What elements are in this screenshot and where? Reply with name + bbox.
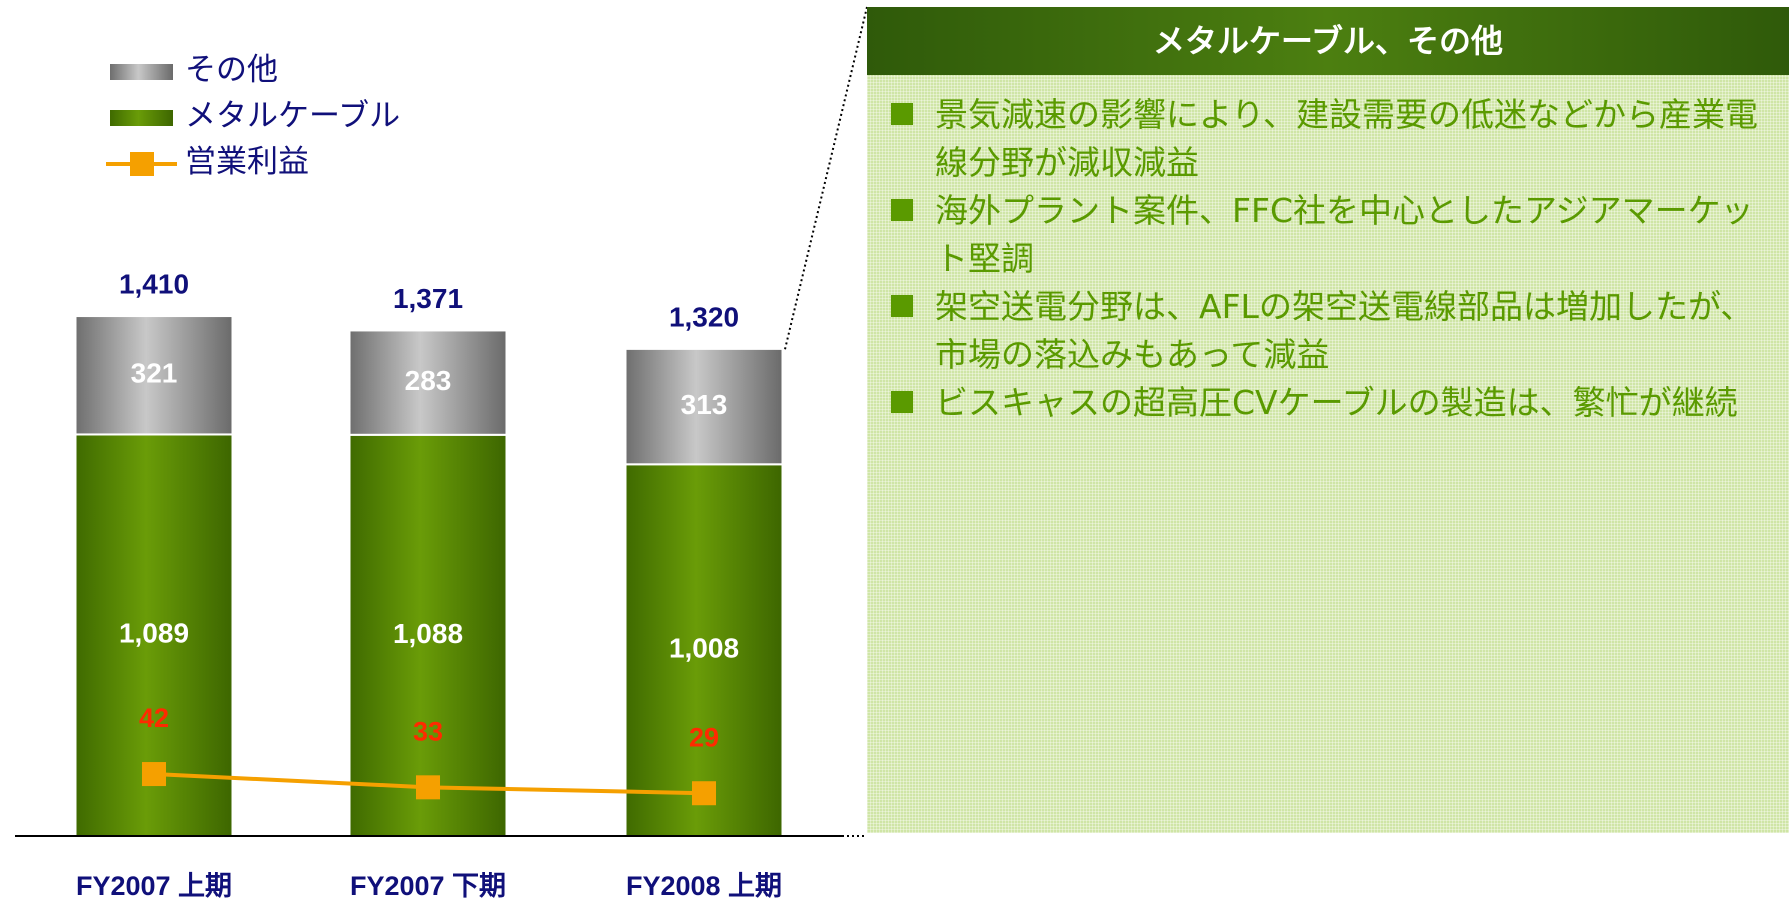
segment-label: 1,089 (119, 618, 189, 649)
line-marker (416, 775, 440, 800)
legend-label: その他 (185, 52, 278, 87)
total-label: 1,410 (119, 268, 189, 299)
bullet: 海外プラント案件、FFC社を中心としたアジアマーケット堅調 (891, 187, 1769, 283)
line-marker (692, 781, 716, 806)
total-label: 1,320 (669, 302, 739, 333)
legend-label: 営業利益 (185, 144, 309, 179)
total-label: 1,371 (393, 283, 463, 314)
segment-label: 313 (681, 389, 728, 420)
connector (784, 6, 868, 350)
bar-segment (624, 347, 784, 466)
bar-segment (348, 329, 508, 436)
line-value-label: 29 (689, 722, 719, 752)
segment-label: 1,088 (393, 618, 463, 649)
legend-label: メタルケーブル (185, 98, 400, 133)
bullet: 景気減速の影響により、建設需要の低迷などから産業電線分野が減収減益 (891, 91, 1769, 187)
segment-label: 283 (405, 365, 452, 396)
segment-label: 1,008 (669, 633, 739, 664)
legend-swatch (110, 110, 173, 126)
x-tick-label: FY2008 上期 (626, 871, 782, 901)
bar-segment (74, 315, 234, 436)
line-marker (142, 762, 166, 787)
bullet-list: 景気減速の影響により、建設需要の低迷などから産業電線分野が減収減益 海外プラント案… (867, 75, 1789, 427)
legend-marker (130, 152, 154, 176)
info-panel: メタルケーブル、その他 景気減速の影響により、建設需要の低迷などから産業電線分野… (867, 7, 1789, 833)
panel-title: メタルケーブル、その他 (867, 7, 1789, 75)
line-value-label: 33 (413, 716, 443, 746)
legend-swatch (110, 64, 173, 80)
x-tick-label: FY2007 上期 (76, 871, 232, 901)
bullet: 架空送電分野は、AFLの架空送電線部品は増加したが、市場の落込みもあって減益 (891, 283, 1769, 379)
line-value-label: 42 (139, 703, 169, 733)
bar-segment (624, 463, 784, 837)
x-tick-label: FY2007 下期 (350, 871, 506, 901)
segment-label: 321 (131, 358, 178, 389)
bullet: ビスキャスの超高圧CVケーブルの製造は、繁忙が継続 (891, 379, 1769, 427)
